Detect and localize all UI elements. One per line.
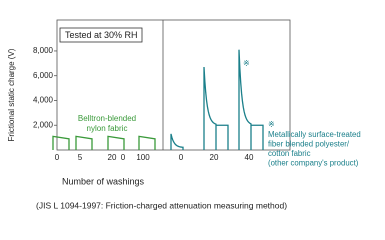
footnote: (JIS L 1094-1997: Friction-charged atten… xyxy=(36,200,287,210)
legend-label: cotton fabric xyxy=(268,149,311,158)
chart: Tested at 30% RH Frictional static charg… xyxy=(7,19,361,210)
legend-label: fiber blended polyester/ xyxy=(268,140,350,149)
charge-curve xyxy=(75,135,93,150)
x-axis-label: Number of washings xyxy=(62,176,145,186)
legend-label: nylon fabric xyxy=(87,124,128,133)
x-tick-label: 20 xyxy=(210,153,219,162)
x-tick-label: 0 xyxy=(179,153,184,162)
series-marker: ※ xyxy=(243,59,250,68)
charge-curve xyxy=(203,67,229,150)
badge-box xyxy=(59,27,143,43)
y-axis-label: Frictional static charge (V) xyxy=(7,48,16,141)
charge-curve xyxy=(107,135,125,150)
legend-marker: ※ xyxy=(268,120,275,129)
charge-curve xyxy=(138,135,156,150)
charge-curve xyxy=(238,49,264,150)
y-tick-label: 8,000 xyxy=(33,46,54,55)
zero-mark: 0 xyxy=(121,153,126,162)
y-tick-label: 2,000 xyxy=(33,120,54,129)
charge-curve xyxy=(170,133,184,150)
y-tick-label: 4,000 xyxy=(33,96,54,105)
plot-frame xyxy=(56,19,291,151)
badge: Tested at 30% RH xyxy=(65,30,138,40)
x-tick-label: 100 xyxy=(136,153,150,162)
x-tick-label: 20 xyxy=(108,153,117,162)
y-tick-label: 6,000 xyxy=(33,71,54,80)
legend-label: Metallically surface-treated xyxy=(268,130,361,139)
x-tick-label: 5 xyxy=(78,153,83,162)
x-tick-label: 0 xyxy=(55,153,60,162)
x-tick-label: 40 xyxy=(245,153,254,162)
charge-curve xyxy=(52,135,70,150)
legend-label: Belltron-blended xyxy=(78,114,136,123)
legend-label: (other company's product) xyxy=(268,159,359,168)
page: Tested at 30% RH Frictional static charg… xyxy=(7,19,361,211)
